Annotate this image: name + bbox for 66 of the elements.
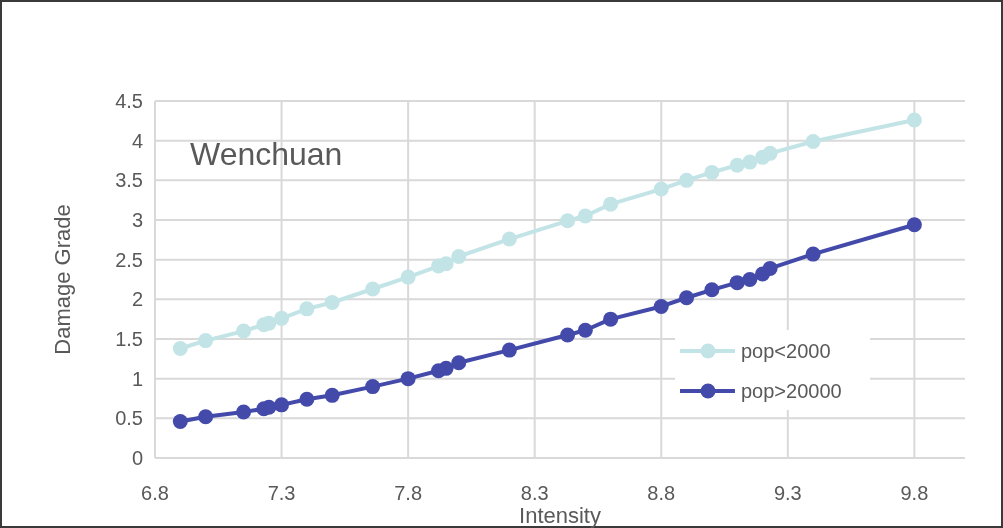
point xyxy=(438,256,454,272)
x-tick-label: 9.8 xyxy=(900,482,929,504)
point xyxy=(704,282,720,298)
point xyxy=(577,322,593,338)
x-axis-title: Intensity xyxy=(519,503,601,528)
point xyxy=(560,327,576,343)
point xyxy=(299,391,315,407)
y-tick-label: 3.5 xyxy=(115,169,143,192)
point xyxy=(365,379,381,395)
y-tick-label: 0.5 xyxy=(115,407,143,430)
point xyxy=(729,157,745,173)
y-tick-label: 4.5 xyxy=(115,90,143,112)
point xyxy=(805,133,821,149)
point xyxy=(438,360,454,376)
legend-label: pop>20000 xyxy=(741,380,842,402)
point xyxy=(742,154,758,170)
y-tick-label: 1 xyxy=(131,367,143,390)
legend-label: pop<2000 xyxy=(741,340,831,362)
point xyxy=(603,196,619,212)
point xyxy=(906,217,922,233)
point xyxy=(906,112,922,128)
x-tick-label: 8.3 xyxy=(520,482,549,504)
point xyxy=(451,248,467,264)
point xyxy=(762,260,778,276)
point xyxy=(603,311,619,327)
point xyxy=(400,371,416,387)
y-tick-label: 2 xyxy=(131,288,143,311)
y-tick-label: 1.5 xyxy=(115,328,143,350)
point xyxy=(501,342,517,358)
y-axis-title: Damage Grade xyxy=(50,204,75,355)
point xyxy=(324,387,340,403)
point xyxy=(400,269,416,285)
point xyxy=(451,355,467,371)
point xyxy=(704,164,720,180)
y-tick-label: 0 xyxy=(131,447,143,469)
point xyxy=(653,298,669,314)
y-tick-label: 3 xyxy=(131,209,143,231)
point xyxy=(198,333,214,349)
point xyxy=(501,231,517,247)
point xyxy=(299,301,315,317)
x-tick-label: 6.8 xyxy=(141,482,169,504)
point xyxy=(274,310,290,326)
point xyxy=(274,397,290,413)
point xyxy=(679,290,695,306)
y-tick-label: 4 xyxy=(131,129,143,152)
x-tick-label: 9.3 xyxy=(773,482,802,504)
annotation: Wenchuan xyxy=(190,136,343,172)
point xyxy=(236,404,252,420)
point xyxy=(805,246,821,262)
point xyxy=(324,295,340,311)
point xyxy=(742,272,758,287)
point xyxy=(236,323,252,339)
point xyxy=(172,341,188,357)
point xyxy=(172,414,188,430)
point xyxy=(560,213,576,229)
x-tick-label: 7.3 xyxy=(267,482,296,504)
x-tick-label: 7.8 xyxy=(394,482,423,504)
point xyxy=(365,281,381,297)
y-tick-label: 2.5 xyxy=(115,248,143,271)
point xyxy=(762,145,778,161)
point xyxy=(653,181,669,197)
point xyxy=(577,208,593,224)
point xyxy=(729,275,745,291)
point xyxy=(198,409,214,425)
x-tick-label: 8.8 xyxy=(647,482,676,504)
point xyxy=(679,172,695,188)
